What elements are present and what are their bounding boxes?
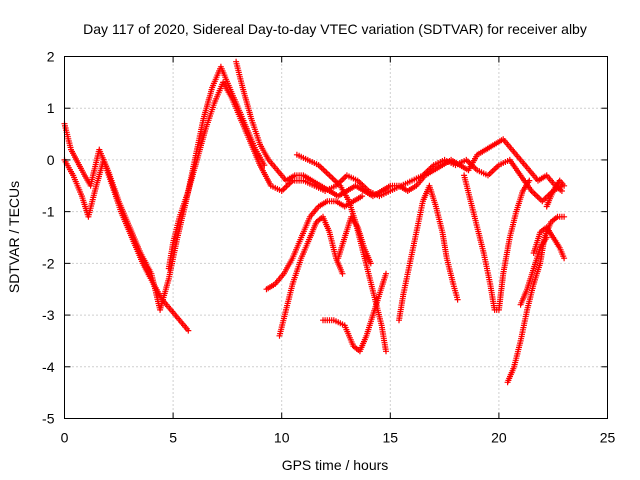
y-tick-label: 2: [47, 49, 55, 65]
data-point: [454, 296, 461, 303]
series-track-l: [504, 213, 568, 386]
series-track-i: [335, 213, 374, 267]
series-track-m: [530, 224, 568, 262]
plot-frame: [64, 56, 608, 419]
series-track-h: [320, 270, 389, 355]
series-track-o: [543, 177, 568, 210]
series-track-n: [517, 234, 550, 308]
x-tick-label: 0: [61, 430, 69, 446]
data-point: [359, 193, 366, 200]
data-point: [526, 177, 533, 184]
data-point: [543, 234, 550, 241]
x-tick-label: 5: [169, 430, 177, 446]
data-point: [383, 348, 389, 355]
y-tick-label: -1: [42, 204, 55, 220]
data-point: [561, 255, 568, 262]
data-point: [558, 188, 565, 194]
x-tick-label: 10: [274, 430, 290, 446]
x-axis-title: GPS time / hours: [282, 457, 389, 473]
series-track-k: [461, 172, 533, 313]
series-track-f: [276, 213, 346, 339]
x-tick-label: 20: [491, 430, 507, 446]
series-track-j: [396, 182, 461, 324]
y-tick-label: -2: [42, 255, 55, 271]
data-point: [561, 213, 568, 220]
y-tick-label: -4: [42, 359, 55, 375]
data-point: [185, 327, 192, 334]
x-tick-labels: 0 5 10 15 20 25: [61, 430, 616, 446]
axis-ticks: [64, 56, 608, 419]
series-track-d: [233, 58, 565, 200]
y-tick-label: 1: [47, 100, 55, 116]
x-tick-label: 25: [600, 430, 616, 446]
series-track-e: [263, 193, 366, 293]
y-tick-label: -5: [42, 411, 55, 427]
data-point: [367, 260, 374, 267]
y-tick-label: 0: [47, 152, 55, 168]
chart-title: Day 117 of 2020, Sidereal Day-to-day VTE…: [83, 21, 587, 37]
data-point: [383, 270, 389, 277]
series-track-b: [61, 156, 192, 334]
x-tick-label: 15: [383, 430, 399, 446]
y-tick-label: -3: [42, 307, 55, 323]
data-marks: [61, 58, 568, 386]
data-point: [339, 270, 346, 277]
y-axis-title: SDTVAR / TECUs: [6, 181, 22, 293]
y-tick-labels: -5 -4 -3 -2 -1 0 1 2: [42, 49, 55, 427]
data-point: [561, 182, 568, 189]
